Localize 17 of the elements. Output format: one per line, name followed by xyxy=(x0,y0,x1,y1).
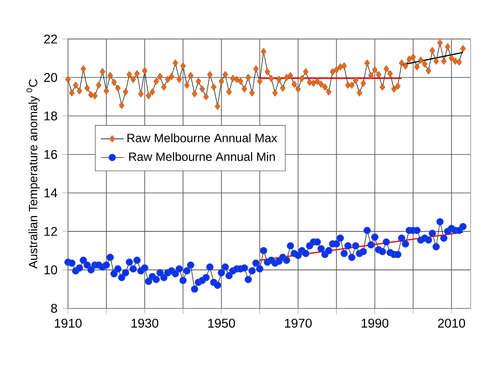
y-tick-label: 14 xyxy=(44,188,58,198)
x-tick-label: 2010 xyxy=(438,318,466,328)
y-tick-label: 12 xyxy=(44,226,57,236)
x-tick-label: 1910 xyxy=(54,318,82,328)
y-tick-label: 22 xyxy=(44,34,57,44)
x-tick-label: 1930 xyxy=(132,318,158,328)
y-tick-label: 10 xyxy=(44,265,58,274)
legend-label: Raw Melbourne Annual Min xyxy=(129,152,275,161)
x-tick-label: 1990 xyxy=(362,318,388,328)
y-axis-title: Australian Temperature anomaly $^{0}$C xyxy=(26,79,40,269)
x-tick-label: 1970 xyxy=(284,318,312,328)
y-tick-label: 20 xyxy=(44,72,58,82)
y-tick-label: 8 xyxy=(51,304,58,313)
legend-label: Raw Melbourne Annual Max xyxy=(128,133,278,142)
y-tick-label: 16 xyxy=(44,150,58,159)
y-tick-label: 18 xyxy=(44,111,58,120)
x-tick-label: 1950 xyxy=(208,318,235,328)
